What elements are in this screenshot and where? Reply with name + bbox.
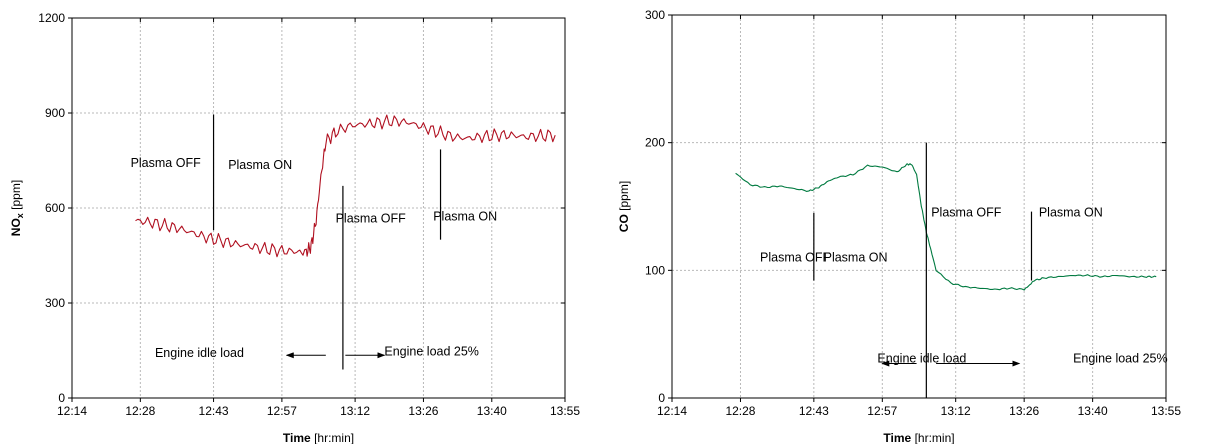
x-axis-title: Time [hr:min]: [883, 431, 954, 444]
x-tick-label: 12:43: [199, 404, 229, 418]
co-chart-panel: 12:14 12:28 12:43 12:57 13:12 13:26 13:40 13:55…: [617, 8, 1181, 444]
x-tick-label: 12:14: [57, 404, 87, 418]
x-tick-label: 12:28: [125, 404, 155, 418]
x-tick-label: 12:43: [799, 404, 829, 418]
x-tick-label: 12:28: [725, 404, 755, 418]
annotation-label: Plasma ON: [433, 210, 497, 224]
y-tick-label: 200: [645, 136, 665, 150]
y-axis-title-unit: [ppm]: [9, 180, 23, 210]
x-axis-title-bold: Time: [883, 431, 911, 444]
annotation-label: Engine idle load: [155, 346, 244, 360]
x-tick-label: 13:55: [1151, 404, 1181, 418]
x-tick-label: 12:57: [867, 404, 897, 418]
x-tick-label: 13:26: [408, 404, 438, 418]
x-tick-label: 12:57: [267, 404, 297, 418]
co-series-line: [735, 163, 1157, 291]
x-axis-title: Time [hr:min]: [283, 431, 354, 444]
annotation-label: Plasma ON: [1039, 206, 1103, 220]
x-tick-label: 13:12: [340, 404, 370, 418]
annotation-label: Plasma ON: [228, 158, 292, 172]
y-tick-label: 600: [45, 201, 65, 215]
nox-series-line: [135, 114, 556, 258]
y-tick-label: 1200: [38, 11, 65, 25]
x-tick-label: 13:26: [1009, 404, 1039, 418]
annotation-label: Engine idle load: [877, 351, 966, 365]
y-tick-label: 100: [645, 263, 665, 277]
nox-chart-panel: 12:14 12:28 12:43 12:57 13:12 13:26 13:40 13:55…: [9, 11, 580, 444]
x-tick-label: 13:40: [1078, 404, 1108, 418]
y-tick-label: 900: [45, 106, 65, 120]
x-axis-title-bold: Time: [283, 431, 311, 444]
annotation-label: Plasma ON: [824, 250, 888, 264]
y-tick-label: 300: [645, 8, 665, 22]
x-tick-label: 13:40: [477, 404, 507, 418]
y-axis-title: NOx [ppm]: [9, 180, 25, 236]
y-tick-label: 0: [58, 391, 65, 405]
x-tick-label: 13:12: [941, 404, 971, 418]
y-tick-label: 300: [45, 296, 65, 310]
y-tick-label: 0: [658, 391, 665, 405]
annotation-label: Plasma OFF: [131, 156, 202, 170]
annotation-label: Plasma OFF: [336, 211, 407, 225]
y-axis-title-main: NO: [9, 218, 23, 236]
plot-frame: [671, 14, 1167, 399]
annotation-label: Engine load 25%: [1073, 351, 1168, 365]
y-axis-title: CO [ppm]: [617, 181, 631, 232]
x-axis-title-unit: [hr:min]: [915, 431, 955, 444]
x-tick-label: 13:55: [550, 404, 580, 418]
y-axis-title-main: CO: [617, 214, 631, 232]
annotation-label: Engine load 25%: [384, 344, 479, 358]
x-tick-label: 12:14: [657, 404, 687, 418]
annotation-label: Plasma OFF: [760, 250, 831, 264]
y-axis-title-unit: [ppm]: [617, 181, 631, 211]
x-axis-title-unit: [hr:min]: [314, 431, 354, 444]
annotation-label: Plasma OFF: [931, 206, 1002, 220]
y-axis-title-subscript: x: [15, 213, 25, 218]
